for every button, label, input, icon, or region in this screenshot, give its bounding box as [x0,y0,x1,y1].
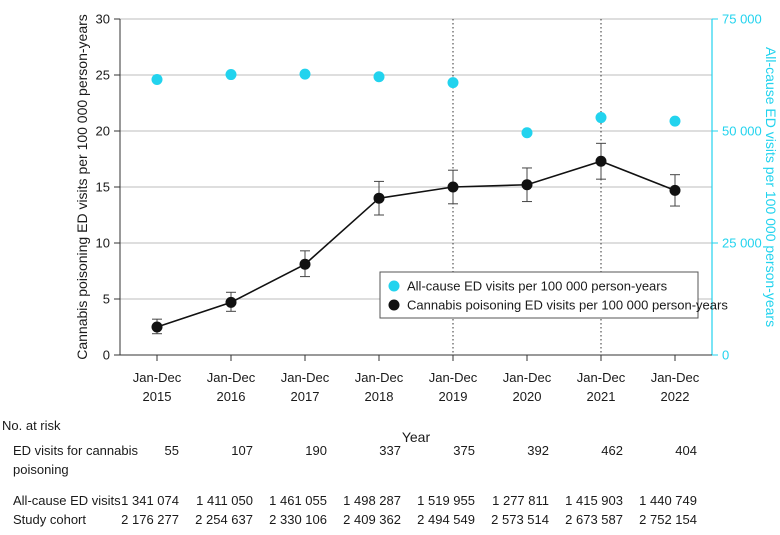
risk-row-label: poisoning [13,462,69,477]
x-tick-label: 2019 [439,389,468,404]
risk-cell: 55 [165,443,179,458]
risk-cell: 2 176 277 [121,512,179,527]
risk-cell: 1 411 050 [196,493,253,508]
risk-cell: 1 498 287 [343,493,401,508]
data-point-all-cause [521,127,533,139]
risk-cell: 2 330 106 [269,512,327,527]
x-tick-label: Jan-Dec [207,370,256,385]
risk-cell: 190 [305,443,327,458]
y-axis-label: Cannabis poisoning ED visits per 100 000… [74,14,90,360]
data-point-all-cause [225,69,237,81]
x-tick-label: Jan-Dec [651,370,700,385]
x-tick-label: 2020 [513,389,542,404]
x-tick-label: 2017 [291,389,320,404]
risk-cell: 2 673 587 [565,512,623,527]
y-tick-label: 15 [96,180,110,195]
risk-cell: 1 277 811 [492,493,549,508]
x-tick-label: Jan-Dec [577,370,626,385]
y-tick-label: 0 [103,348,110,363]
risk-cell: 1 415 903 [565,493,623,508]
axes: 0 5 10 15 20 25 30 0 25 000 50 000 75 000 Jan-Dec 20… [96,12,762,405]
risk-cell: 2 573 514 [491,512,549,527]
x-tick-label: Jan-Dec [281,370,330,385]
series [151,68,681,335]
y2-tick-label: 25 000 [722,236,762,251]
legend-marker [388,280,400,292]
data-point-cannabis [151,321,163,333]
y2-tick-label: 50 000 [722,124,762,139]
data-point-all-cause [151,73,163,85]
axis-labels: Year Cannabis poisoning ED visits per 10… [74,14,779,445]
x-tick-label: Jan-Dec [133,370,182,385]
y2-axis-label: All-cause ED visits per 100 000 person-y… [763,47,779,327]
data-point-cannabis [521,179,533,191]
data-point-cannabis [447,181,459,193]
legend-entry: Cannabis poisoning ED visits per 100 000… [407,298,728,313]
x-tick-label: 2021 [587,389,616,404]
risk-cell: 404 [675,443,697,458]
data-point-all-cause [669,115,681,127]
series-line-cannabis [156,160,676,328]
risk-cell: 337 [379,443,401,458]
data-point-all-cause [595,112,607,124]
risk-cell: 2 254 637 [195,512,253,527]
risk-row-label: ED visits for cannabis [13,443,138,458]
risk-cell: 2 409 362 [343,512,401,527]
risk-table: No. at risk ED visits for cannabis poisoni… [2,418,697,527]
risk-cell: 1 461 055 [269,493,327,508]
risk-cell: 1 519 955 [417,493,475,508]
risk-cell: 375 [453,443,475,458]
risk-cell: 2 752 154 [639,512,697,527]
data-point-cannabis [595,155,607,167]
risk-cell: 392 [527,443,549,458]
risk-row-label: All-cause ED visits [13,493,121,508]
legend-box [379,271,699,319]
data-point-cannabis [373,192,385,204]
legend: All-cause ED visits per 100 000 person-y… [379,271,728,319]
y2-tick-label: 0 [722,348,729,363]
data-point-all-cause [299,68,311,80]
data-point-all-cause [447,77,459,89]
x-tick-label: 2015 [143,389,172,404]
risk-cell: 1 440 749 [639,493,697,508]
data-point-cannabis [669,184,681,196]
y-tick-label: 10 [96,236,110,251]
x-tick-label: Jan-Dec [429,370,478,385]
legend-entry: All-cause ED visits per 100 000 person-y… [407,279,668,294]
data-point-cannabis [299,258,311,270]
legend-marker [388,299,400,311]
risk-cell: 1 341 074 [121,493,179,508]
gridlines [120,18,712,300]
y-tick-label: 20 [96,124,110,139]
y-tick-label: 25 [96,68,110,83]
x-tick-label: 2018 [365,389,394,404]
x-tick-label: Jan-Dec [355,370,404,385]
risk-cell: 462 [601,443,623,458]
data-point-all-cause [373,71,385,83]
risk-cell: 107 [231,443,253,458]
y-tick-label: 30 [96,12,110,27]
risk-cell: 2 494 549 [417,512,475,527]
x-tick-label: 2022 [661,389,690,404]
x-tick-label: 2016 [217,389,246,404]
risk-row-label: Study cohort [13,512,86,527]
x-axis-label: Year [402,429,431,445]
risk-table-title: No. at risk [2,418,61,433]
y-tick-label: 5 [103,292,110,307]
data-point-cannabis [225,296,237,308]
y2-tick-label: 75 000 [722,12,762,27]
x-tick-label: Jan-Dec [503,370,552,385]
